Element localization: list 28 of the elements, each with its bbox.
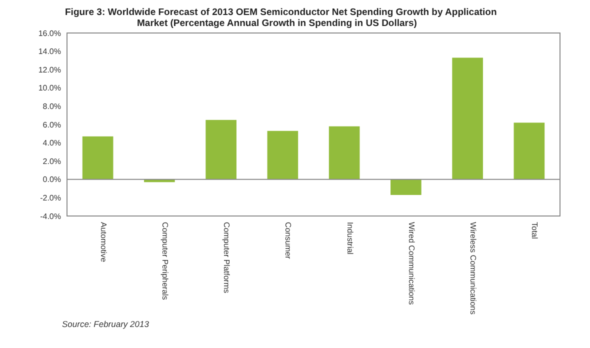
x-tick-label: Computer Peripherals (160, 222, 170, 300)
y-tick-label: 6.0% (42, 120, 61, 130)
y-tick-label: 16.0% (38, 28, 61, 38)
y-tick-label: 8.0% (42, 102, 61, 111)
x-tick-label: Wireless Communications (468, 222, 478, 314)
x-tick-label: Wired Communications (406, 222, 416, 305)
y-tick-label: 2.0% (42, 156, 61, 166)
y-tick-label: -2.0% (40, 194, 61, 202)
source-note: Source: February 2013 (62, 319, 150, 329)
x-tick-label: Computer Platforms (222, 222, 232, 294)
x-tick-label: Total (530, 222, 540, 240)
bar (328, 126, 360, 180)
bar (390, 179, 422, 195)
y-tick-label: 12.0% (38, 65, 61, 74)
x-tick-label: Industrial (345, 222, 354, 255)
x-tick-label: Consumer (284, 222, 293, 260)
bar (452, 58, 483, 180)
bar (82, 136, 114, 180)
x-tick-label: Automotive (98, 222, 108, 263)
y-tick-label: -4.0% (40, 212, 61, 221)
y-tick-label: 4.0% (42, 138, 61, 148)
bar (267, 130, 298, 180)
y-tick-label: 14.0% (38, 47, 61, 56)
bar (514, 122, 545, 180)
y-tick-label: 10.0% (38, 84, 61, 93)
bar (206, 120, 236, 180)
y-tick-label: 0.0% (42, 175, 61, 184)
chart-title: Figure 3: Worldwide Forecast of 2013 OEM Semiconductor Net Spending Growth by Application Market (Percentage Annual Growth in Spending in US Dollars) (65, 7, 497, 29)
